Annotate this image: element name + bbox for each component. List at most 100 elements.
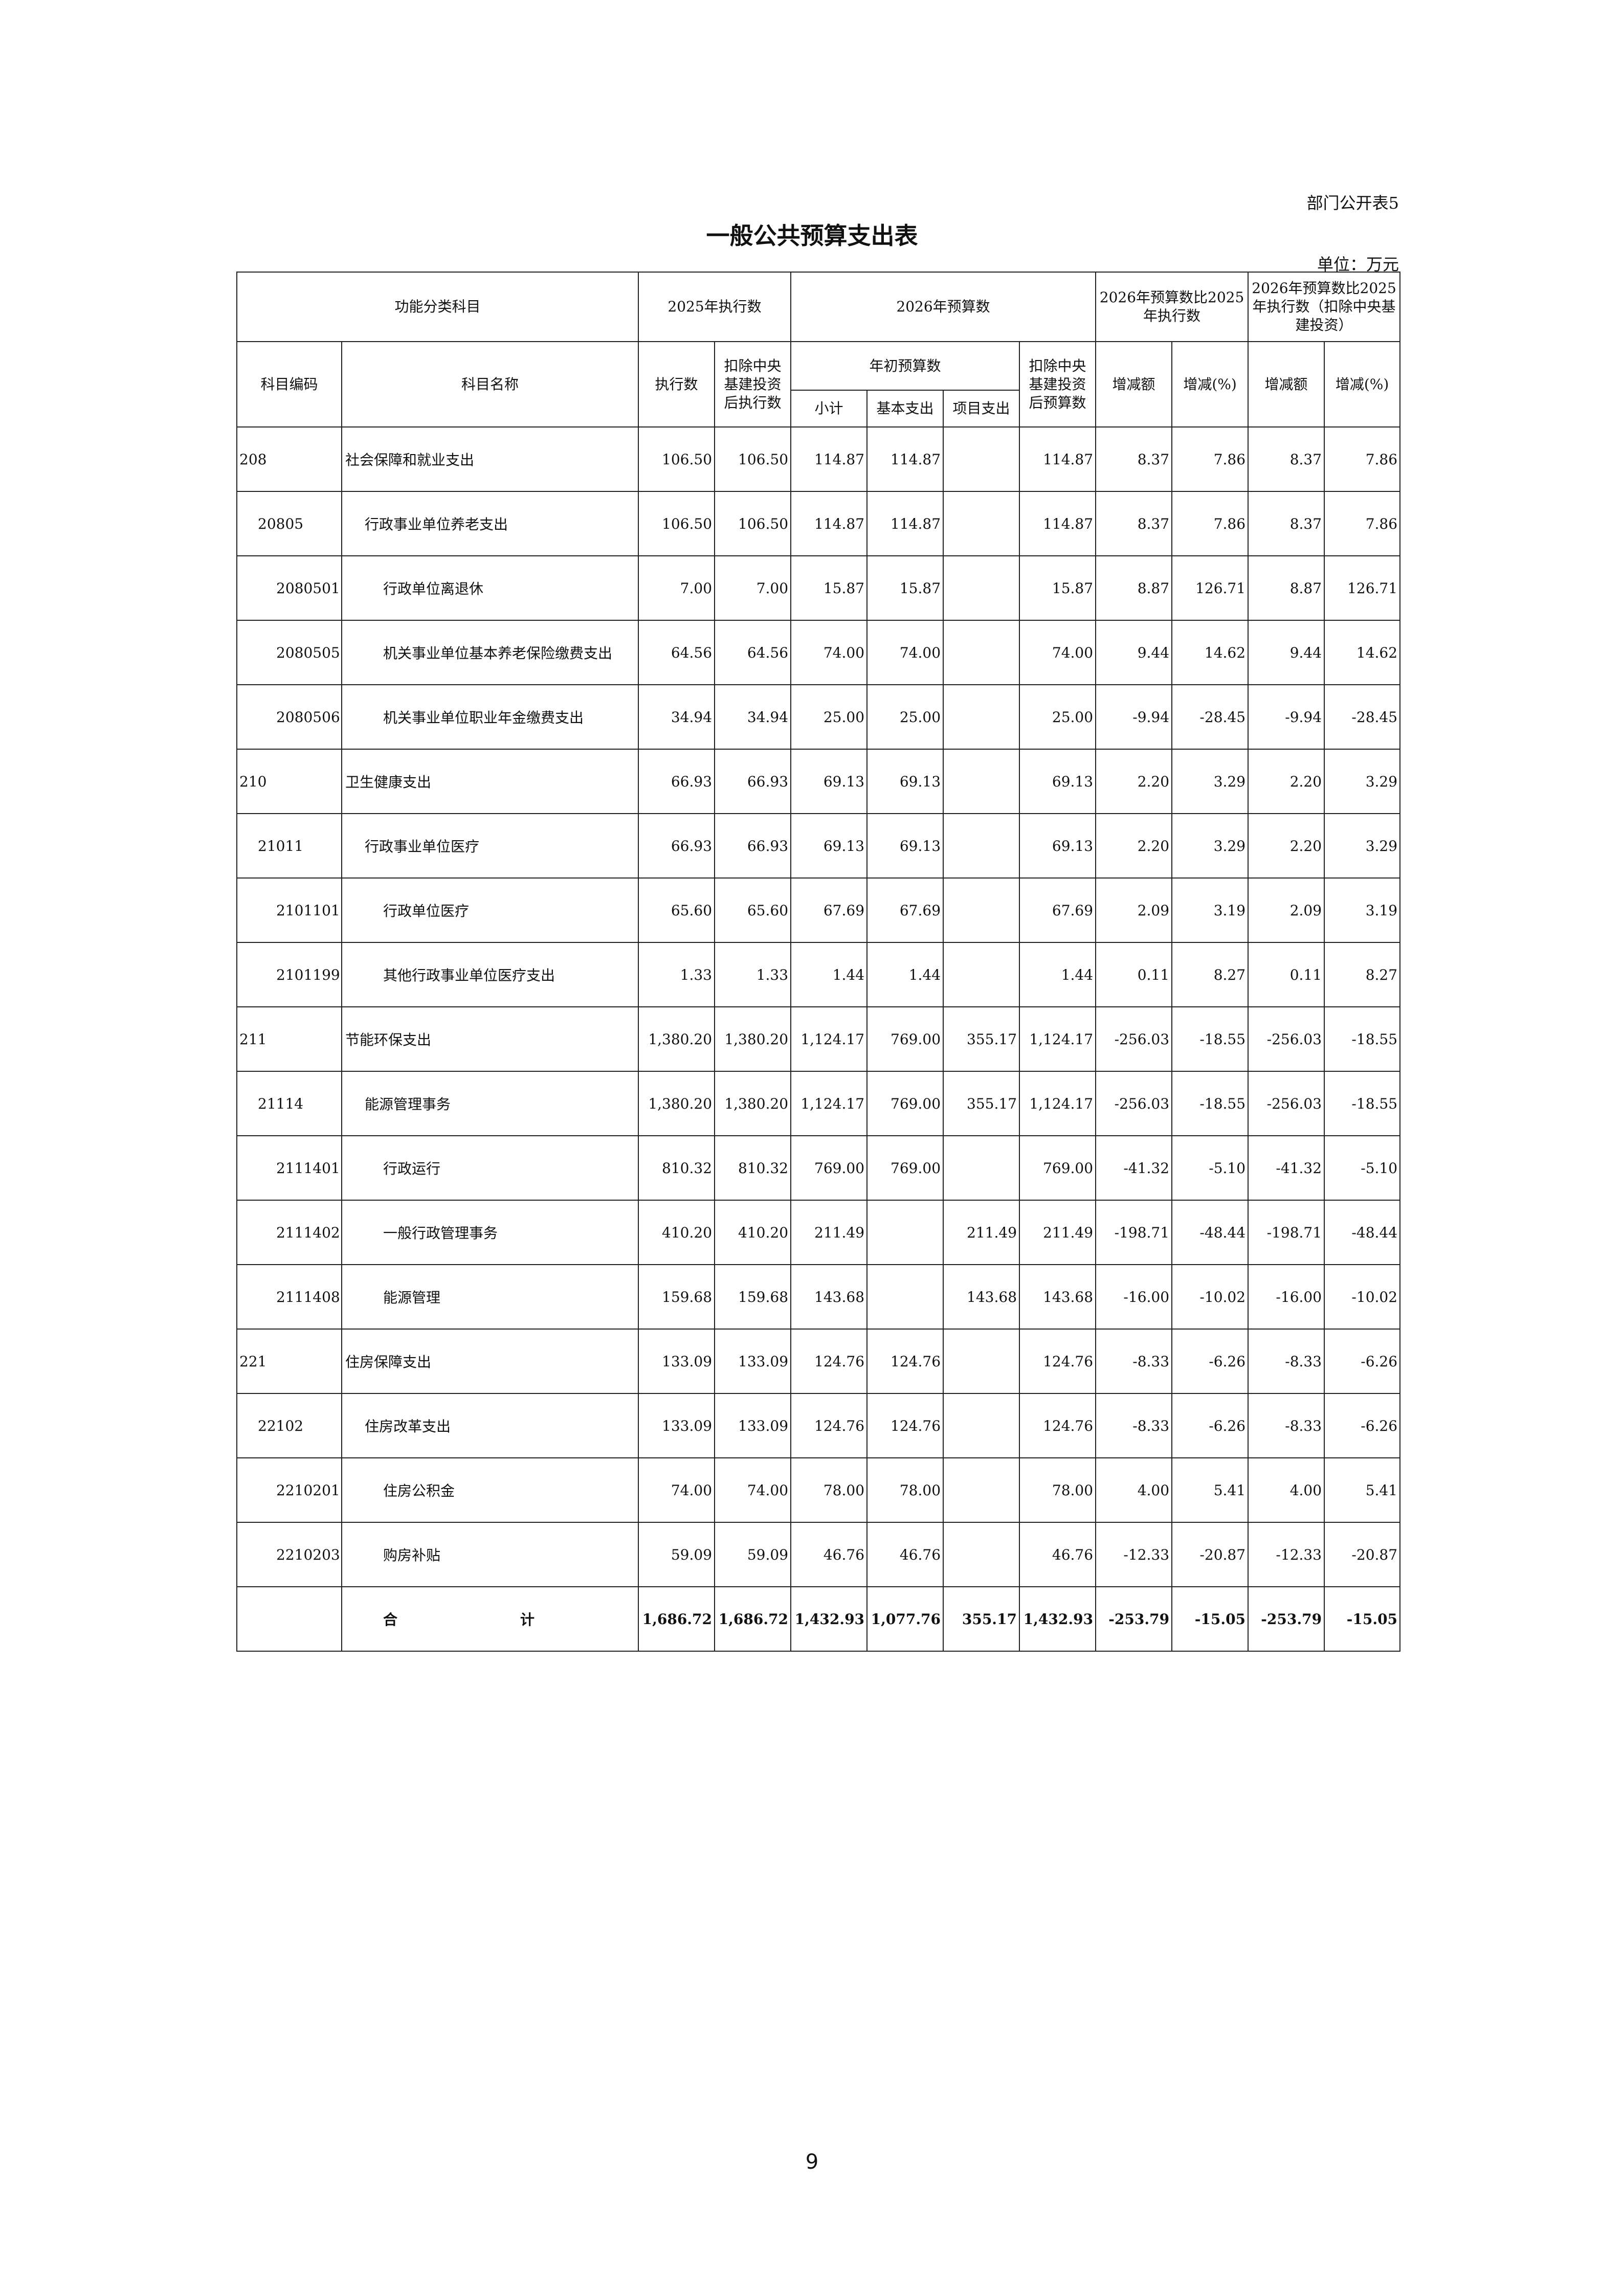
row-code: 2111401 [236, 1135, 342, 1201]
row-value: 769.00 [866, 1006, 944, 1072]
row-value: 8.87 [1248, 555, 1325, 621]
row-value: 1.33 [714, 942, 792, 1007]
row-value: 1,380.20 [714, 1071, 792, 1136]
row-value: -20.87 [1324, 1522, 1401, 1587]
row-code: 2080506 [236, 684, 342, 750]
row-value: 769.00 [790, 1135, 868, 1201]
row-code: 211 [236, 1006, 342, 1072]
header-project: 项目支出 [943, 390, 1020, 427]
row-value: 69.13 [866, 749, 944, 814]
row-value: -16.00 [1095, 1264, 1173, 1330]
row-value: 67.69 [790, 877, 868, 943]
row-value: 143.68 [943, 1264, 1020, 1330]
row-value: 74.00 [866, 620, 944, 685]
row-value: 74.00 [714, 1457, 792, 1523]
table-row: 210 卫生健康支出 66.93 66.93 69.13 69.13 69.13 2.20 3.… [236, 749, 1401, 814]
row-value: 69.13 [790, 749, 868, 814]
row-value: 1,124.17 [790, 1071, 868, 1136]
table-row: 2111401 行政运行 810.32 810.32 769.00 769.00 769.0… [236, 1135, 1401, 1201]
row-name: 节能环保支出 [341, 1006, 639, 1072]
row-code: 22102 [236, 1393, 342, 1458]
row-value [943, 1457, 1020, 1523]
row-value: -16.00 [1248, 1264, 1325, 1330]
row-value: 74.00 [790, 620, 868, 685]
row-value [943, 749, 1020, 814]
header-exec-2025: 2025年执行数 [638, 272, 792, 342]
row-value: 1,380.20 [638, 1006, 716, 1072]
table-row: 2080506 机关事业单位职业年金缴费支出 34.94 34.94 25.00 25.0… [236, 684, 1401, 750]
table-row: 20805 行政事业单位养老支出 106.50 106.50 114.87 114.87 1… [236, 491, 1401, 556]
row-value [866, 1200, 944, 1265]
row-value: -256.03 [1248, 1071, 1325, 1136]
row-value: 9.44 [1248, 620, 1325, 685]
header-exec: 执行数 [638, 341, 716, 427]
row-value: -10.02 [1324, 1264, 1401, 1330]
row-value: 114.87 [1019, 491, 1097, 556]
table-row: 211 节能环保支出 1,380.20 1,380.20 1,124.17 769.00 3… [236, 1006, 1401, 1072]
row-value: 124.76 [866, 1329, 944, 1394]
total-value: 1,686.72 [714, 1586, 792, 1652]
row-name: 能源管理 [341, 1264, 639, 1330]
row-value: 1,124.17 [790, 1006, 868, 1072]
row-value: 2.09 [1248, 877, 1325, 943]
row-value: -18.55 [1324, 1006, 1401, 1072]
row-value: -41.32 [1095, 1135, 1173, 1201]
row-value: 106.50 [638, 426, 716, 492]
row-value: 74.00 [638, 1457, 716, 1523]
row-value: 8.27 [1171, 942, 1249, 1007]
header-func-class: 功能分类科目 [236, 272, 639, 342]
row-value [943, 942, 1020, 1007]
form-number: 部门公开表5 [1306, 193, 1399, 213]
header-code: 科目编码 [236, 341, 342, 427]
row-value: -28.45 [1324, 684, 1401, 750]
table-row: 2111408 能源管理 159.68 159.68 143.68 143.68 143.6… [236, 1264, 1401, 1330]
row-value: 8.37 [1095, 491, 1173, 556]
row-value: 66.93 [638, 749, 716, 814]
row-value: 2.09 [1095, 877, 1173, 943]
row-code: 2210201 [236, 1457, 342, 1523]
row-value: 67.69 [866, 877, 944, 943]
row-value: -6.26 [1324, 1393, 1401, 1458]
row-value: 124.76 [790, 1329, 868, 1394]
row-value: -6.26 [1171, 1393, 1249, 1458]
row-name: 社会保障和就业支出 [341, 426, 639, 492]
row-value: -48.44 [1324, 1200, 1401, 1265]
row-name: 行政单位医疗 [341, 877, 639, 943]
row-value: 25.00 [790, 684, 868, 750]
table-row: 2111402 一般行政管理事务 410.20 410.20 211.49 211.49 2… [236, 1200, 1401, 1265]
page-number: 9 [805, 2150, 819, 2174]
row-value: -41.32 [1248, 1135, 1325, 1201]
row-value: 7.86 [1324, 426, 1401, 492]
row-value: 3.29 [1171, 749, 1249, 814]
row-code: 20805 [236, 491, 342, 556]
row-value: 46.76 [790, 1522, 868, 1587]
row-value: 64.56 [638, 620, 716, 685]
row-value: 66.93 [714, 749, 792, 814]
table-row: 21011 行政事业单位医疗 66.93 66.93 69.13 69.13 69.13 2.… [236, 813, 1401, 879]
row-value: 7.86 [1324, 491, 1401, 556]
row-name: 行政事业单位医疗 [341, 813, 639, 879]
row-value: -256.03 [1095, 1006, 1173, 1072]
header-exec-excl: 扣除中央基建投资后执行数 [714, 341, 792, 427]
row-value: 65.60 [638, 877, 716, 943]
table-row: 2080505 机关事业单位基本养老保险缴费支出 64.56 64.56 74.00 74… [236, 620, 1401, 685]
row-value: -8.33 [1095, 1393, 1173, 1458]
row-code: 2111408 [236, 1264, 342, 1330]
table-row: 2101199 其他行政事业单位医疗支出 1.33 1.33 1.44 1.44 1.44 0… [236, 942, 1401, 1007]
row-value: 124.76 [1019, 1393, 1097, 1458]
row-value: 114.87 [866, 426, 944, 492]
row-value: 66.93 [714, 813, 792, 879]
row-value: 3.29 [1171, 813, 1249, 879]
row-value: -5.10 [1171, 1135, 1249, 1201]
row-value: 133.09 [638, 1329, 716, 1394]
row-code: 221 [236, 1329, 342, 1394]
row-code: 21011 [236, 813, 342, 879]
row-name: 住房保障支出 [341, 1329, 639, 1394]
row-value [943, 491, 1020, 556]
row-value: 7.86 [1171, 491, 1249, 556]
row-value: -256.03 [1248, 1006, 1325, 1072]
row-value: 69.13 [1019, 813, 1097, 879]
row-value: -8.33 [1095, 1329, 1173, 1394]
row-name: 一般行政管理事务 [341, 1200, 639, 1265]
row-value: -18.55 [1171, 1006, 1249, 1072]
